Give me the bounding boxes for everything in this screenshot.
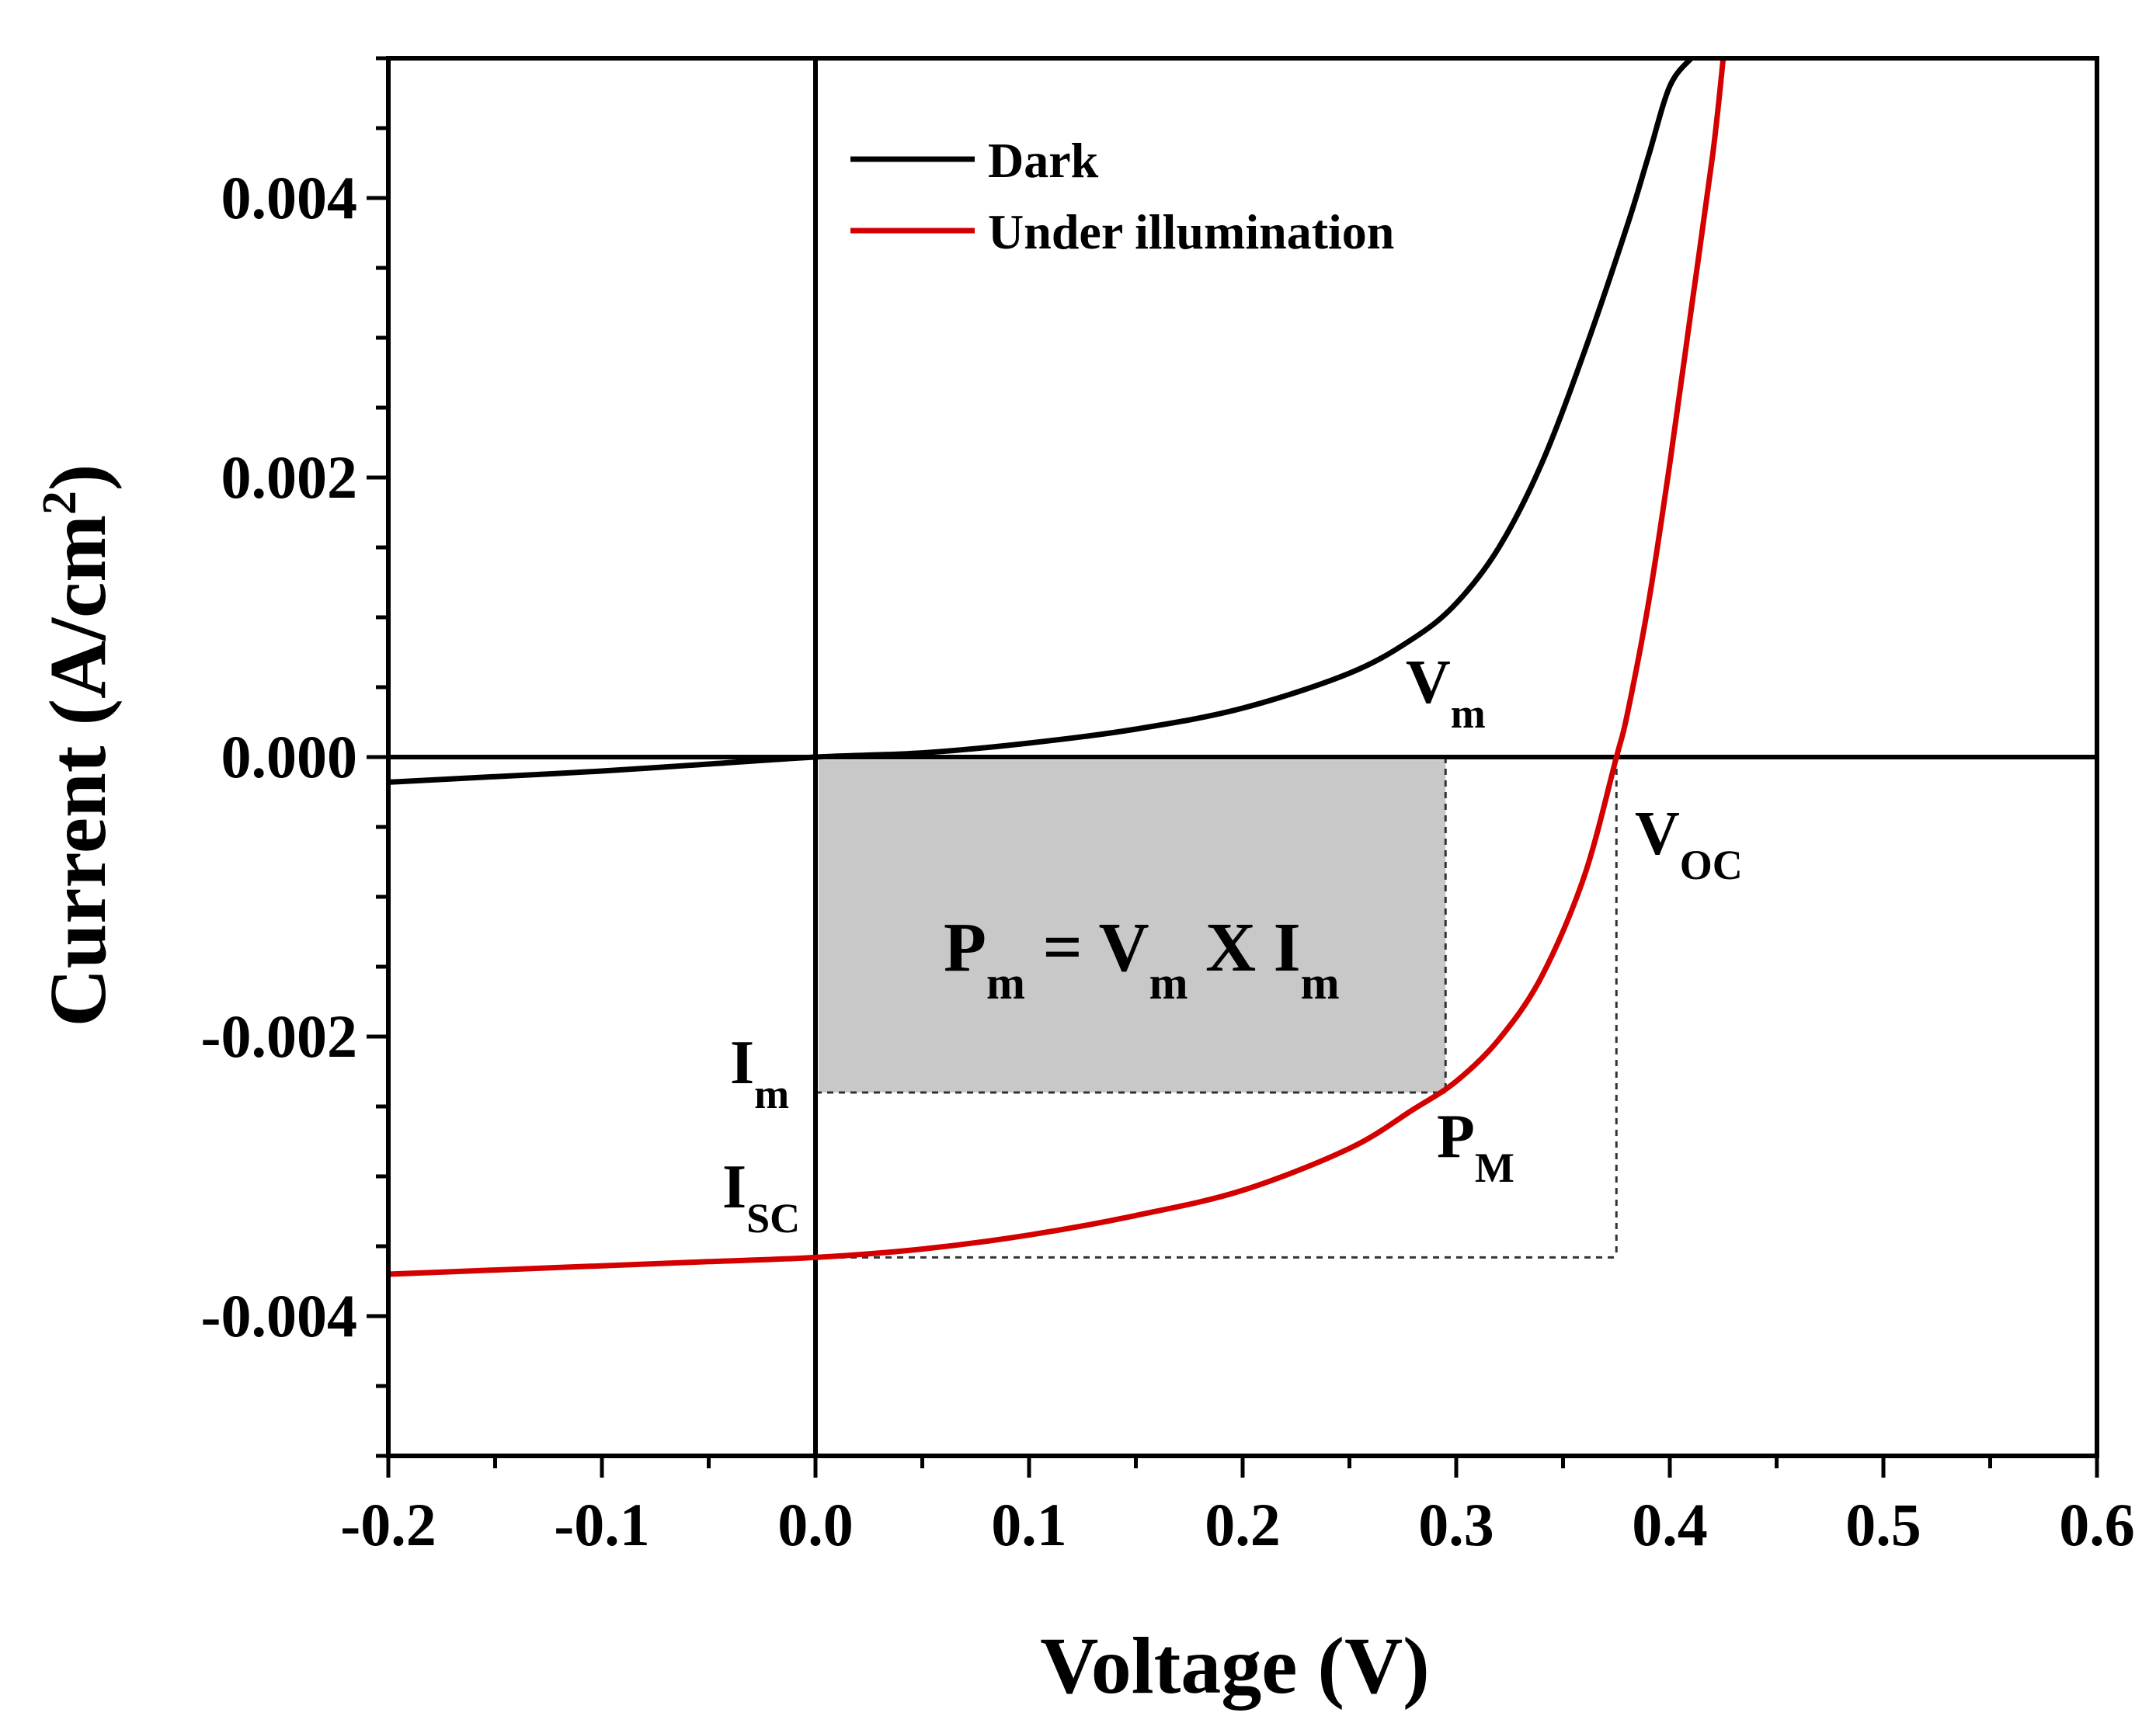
annotation-vm-main: V bbox=[1406, 648, 1451, 717]
annotation-vm-sub: m bbox=[1451, 690, 1486, 737]
formula-v-sub: m bbox=[1149, 957, 1188, 1009]
annotation-voc-sub: OC bbox=[1680, 842, 1743, 888]
x-tick-label: 0.2 bbox=[1205, 1491, 1281, 1558]
axis-ticks bbox=[367, 56, 2099, 1478]
annotation-im-sub: m bbox=[754, 1071, 789, 1117]
annotation-pm-sub: M bbox=[1475, 1145, 1514, 1191]
annotation-vm: Vm bbox=[1406, 648, 1486, 737]
x-tick-label: -0.2 bbox=[340, 1491, 436, 1558]
x-tick-label: 0.4 bbox=[1632, 1491, 1708, 1558]
formula-v: V bbox=[1099, 909, 1149, 986]
y-tick-label: 0.002 bbox=[221, 443, 358, 511]
formula-i-sub: m bbox=[1301, 957, 1340, 1009]
max-power-rectangle bbox=[819, 760, 1446, 1092]
y-tick-label: -0.002 bbox=[201, 1002, 357, 1070]
formula-p: P bbox=[944, 909, 986, 986]
y-axis-title-close: ) bbox=[33, 464, 123, 491]
y-axis-title-sup: 2 bbox=[33, 491, 86, 515]
formula-p-sub: m bbox=[986, 957, 1025, 1009]
formula-eq: = bbox=[1025, 909, 1099, 986]
y-tick-label: 0.000 bbox=[221, 723, 358, 790]
annotation-isc-main: I bbox=[722, 1153, 746, 1221]
annotation-pm-main: P bbox=[1437, 1103, 1475, 1171]
series-group bbox=[388, 58, 1727, 1277]
legend-label-dark: Dark bbox=[988, 133, 1099, 188]
x-tick-label: -0.1 bbox=[554, 1491, 649, 1558]
annotation-im: Im bbox=[730, 1029, 789, 1117]
legend: Dark Under illumination bbox=[850, 133, 1394, 259]
y-tick-label: -0.004 bbox=[201, 1282, 357, 1350]
x-axis-title: Voltage (V) bbox=[1040, 1621, 1430, 1711]
legend-label-illuminated: Under illumination bbox=[988, 204, 1394, 259]
annotation-voc: VOC bbox=[1635, 800, 1743, 888]
x-tick-label: 0.3 bbox=[1418, 1491, 1494, 1558]
y-tick-labels: -0.004 -0.002 0.000 0.002 0.004 bbox=[201, 164, 357, 1350]
formula-i: I bbox=[1274, 909, 1301, 986]
x-tick-label: 0.5 bbox=[1845, 1491, 1921, 1558]
y-tick-label: 0.004 bbox=[221, 164, 358, 231]
x-tick-label: 0.1 bbox=[991, 1491, 1067, 1558]
x-tick-labels: -0.2 -0.1 0.0 0.1 0.2 0.3 0.4 0.5 0.6 bbox=[340, 1491, 2134, 1558]
x-tick-label: 0.6 bbox=[2059, 1491, 2135, 1558]
series-line-dark bbox=[388, 58, 1694, 785]
y-axis-title: Current (A/cm2) bbox=[33, 464, 123, 1026]
series-line-illuminated bbox=[388, 58, 1727, 1277]
power-formula: Pm = Vm X Im bbox=[944, 909, 1340, 1009]
dashed-guide-lines bbox=[815, 757, 1618, 1259]
annotation-voc-main: V bbox=[1635, 800, 1680, 868]
formula-times: X bbox=[1188, 909, 1274, 986]
annotation-isc: ISC bbox=[722, 1153, 800, 1242]
x-tick-label: 0.0 bbox=[777, 1491, 854, 1558]
annotation-isc-sub: SC bbox=[746, 1195, 800, 1242]
annotation-pm-point: PM bbox=[1437, 1103, 1514, 1191]
y-axis-title-main: Current (A/cm bbox=[33, 515, 123, 1026]
annotation-im-main: I bbox=[730, 1029, 754, 1097]
